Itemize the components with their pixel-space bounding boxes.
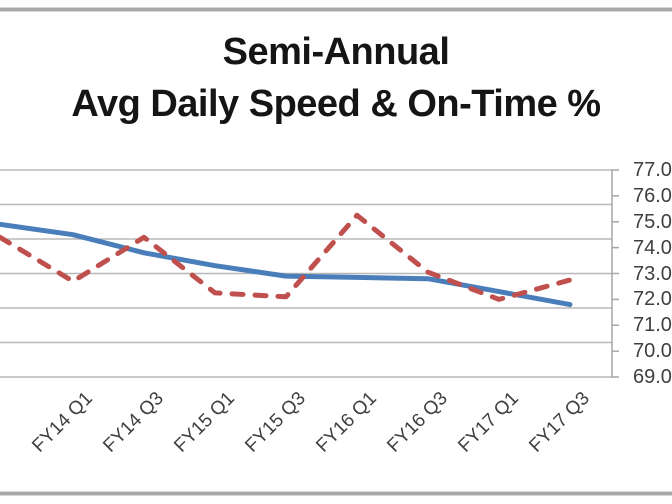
bottom-frame-border [0, 492, 672, 495]
avg-daily-speed-line [0, 221, 573, 308]
y-axis-tick-label: 71.0 [633, 314, 672, 337]
y-axis-tick-label: 69.0 [633, 366, 672, 388]
y-axis-tick-label: 73.0 [633, 262, 672, 285]
chart-title-line-2: Avg Daily Speed & On-Time % [71, 83, 601, 125]
y-axis-tick-label: 70.0 [633, 340, 672, 363]
y-axis-tick-label: 77.0 [633, 159, 672, 181]
chart-title: Semi-Annual Avg Daily Speed & On-Time % [0, 26, 672, 130]
y-axis-tick-label: 76.0 [633, 184, 672, 207]
y-axis-tick-label: 74.0 [633, 236, 672, 259]
chart-title-line-1: Semi-Annual [222, 31, 450, 73]
y-axis-tick-label: 75.0 [633, 210, 672, 233]
top-frame-border [0, 8, 672, 11]
ontime-percent-line [0, 212, 573, 302]
y-axis-tick-label: 72.0 [633, 288, 672, 311]
